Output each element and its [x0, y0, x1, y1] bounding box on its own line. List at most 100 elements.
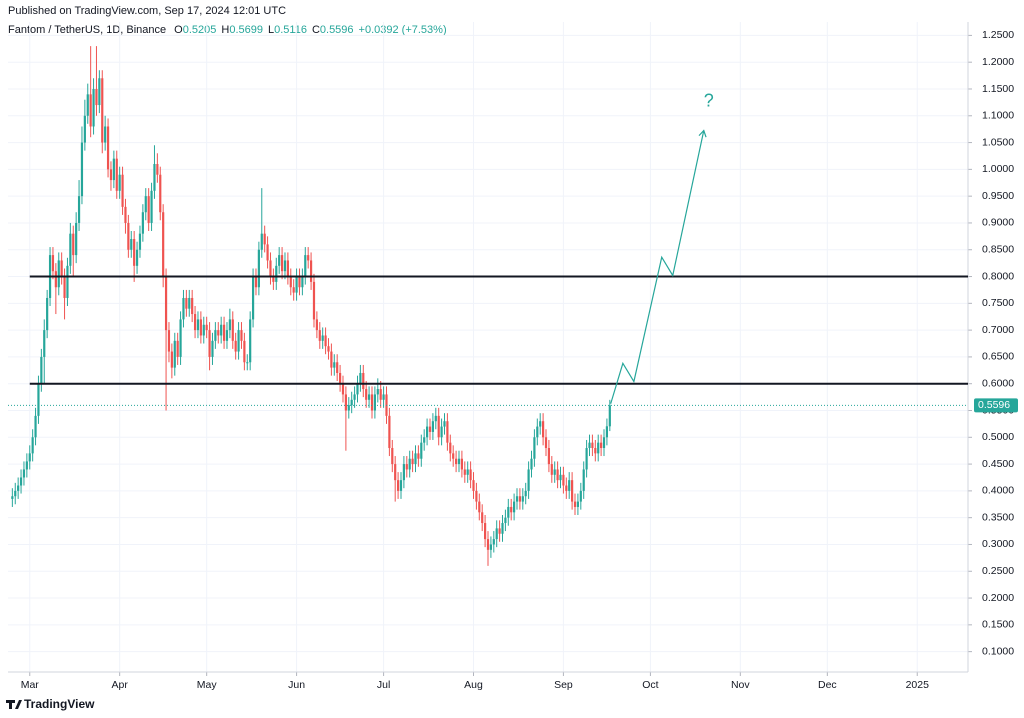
candle-body [191, 297, 194, 315]
candle-body [362, 372, 365, 390]
candle-body [57, 260, 60, 288]
candle-body [460, 458, 463, 470]
candle-body [164, 276, 168, 331]
candle-body [298, 276, 301, 288]
candle-body [472, 480, 475, 491]
candle-body [37, 383, 40, 416]
candle-body [550, 464, 553, 475]
candle-body [602, 437, 606, 449]
candle-body [205, 324, 208, 331]
candle-body [104, 126, 107, 143]
candle-body [289, 276, 292, 288]
candle-body [594, 448, 597, 454]
candle-body [530, 458, 533, 470]
candle-body [501, 523, 504, 534]
x-tick-label: Oct [642, 679, 658, 691]
candle-body [527, 469, 530, 491]
candle-body [565, 485, 568, 491]
candle-body [193, 314, 197, 331]
candle-body [112, 158, 115, 181]
y-tick-label: 0.8500 [982, 244, 1014, 256]
candle-body [443, 421, 446, 427]
candle-body [72, 233, 75, 256]
y-tick-label: 0.5000 [982, 431, 1014, 443]
candle-body [176, 340, 179, 357]
candle-body [182, 297, 185, 320]
candle-body [60, 260, 63, 277]
candle-body [544, 437, 548, 449]
candle-body [486, 539, 490, 550]
y-tick-label: 1.1500 [982, 83, 1014, 95]
footer-brand: TradingView [24, 697, 95, 711]
candle-body [280, 255, 284, 272]
last-price-label: 0.5596 [978, 399, 1010, 411]
candle-body [34, 415, 37, 438]
candle-body [327, 346, 330, 352]
candle-body [399, 480, 403, 491]
candle-body [95, 88, 98, 106]
candle-body [492, 539, 495, 545]
candle-body [469, 469, 472, 481]
x-tick-label: Mar [21, 679, 40, 691]
candle-body [591, 442, 594, 449]
candle-body [301, 276, 304, 288]
candle-body [222, 324, 226, 341]
candle-body [539, 421, 542, 427]
candle-body [553, 469, 556, 475]
y-tick-label: 0.9500 [982, 190, 1014, 202]
candle-body [518, 496, 522, 502]
candle-body [40, 356, 43, 384]
candle-body [228, 319, 231, 331]
candle-body [19, 477, 23, 486]
candle-body [83, 115, 86, 143]
candle-body [495, 528, 498, 540]
candle-body [365, 389, 368, 400]
candle-body [275, 265, 278, 282]
candle-body [156, 164, 159, 175]
y-tick-label: 0.1000 [982, 645, 1014, 657]
candle-body [457, 458, 461, 465]
candle-body [234, 340, 237, 352]
y-tick-label: 0.6500 [982, 351, 1014, 363]
candle-body [391, 448, 394, 465]
candle-body [220, 324, 223, 336]
y-tick-label: 1.1000 [982, 110, 1014, 122]
candle-body [510, 506, 513, 513]
x-tick-label: May [197, 679, 218, 691]
legend-value: 0.5205 [183, 24, 217, 36]
candle-body [318, 330, 321, 341]
candle-body [80, 142, 84, 197]
legend-value: 0.5699 [229, 24, 263, 36]
candle-body [388, 415, 391, 449]
candle-body [254, 276, 258, 288]
x-tick-label: Sep [554, 679, 573, 691]
candle-body [278, 255, 281, 266]
legend-value: 0.5596 [320, 24, 354, 36]
legend-key: H [221, 24, 229, 36]
candle-body [144, 196, 147, 213]
candle-body [214, 330, 217, 341]
candle-body [286, 260, 289, 277]
candle-body [63, 276, 66, 298]
footer-logo [6, 700, 22, 709]
candle-body [542, 421, 545, 438]
candle-body [225, 330, 229, 341]
candle-body [547, 448, 551, 465]
candle-body [269, 260, 272, 277]
candle-body [283, 260, 287, 272]
candle-body [408, 458, 411, 470]
candle-body [17, 485, 20, 491]
candle-body [77, 196, 81, 223]
y-tick-label: 0.6000 [982, 377, 1014, 389]
symbol-title: Fantom / TetherUS, 1D, Binance [8, 24, 166, 36]
candle-body [98, 78, 101, 106]
candle-body [414, 453, 417, 465]
candle-body [379, 389, 382, 400]
candle-body [382, 394, 385, 400]
candle-body [106, 126, 110, 170]
candle-body [173, 340, 176, 368]
candle-body [600, 442, 603, 449]
y-tick-label: 0.2500 [982, 565, 1014, 577]
candle-body [202, 324, 205, 336]
x-tick-label: Jul [377, 679, 390, 691]
